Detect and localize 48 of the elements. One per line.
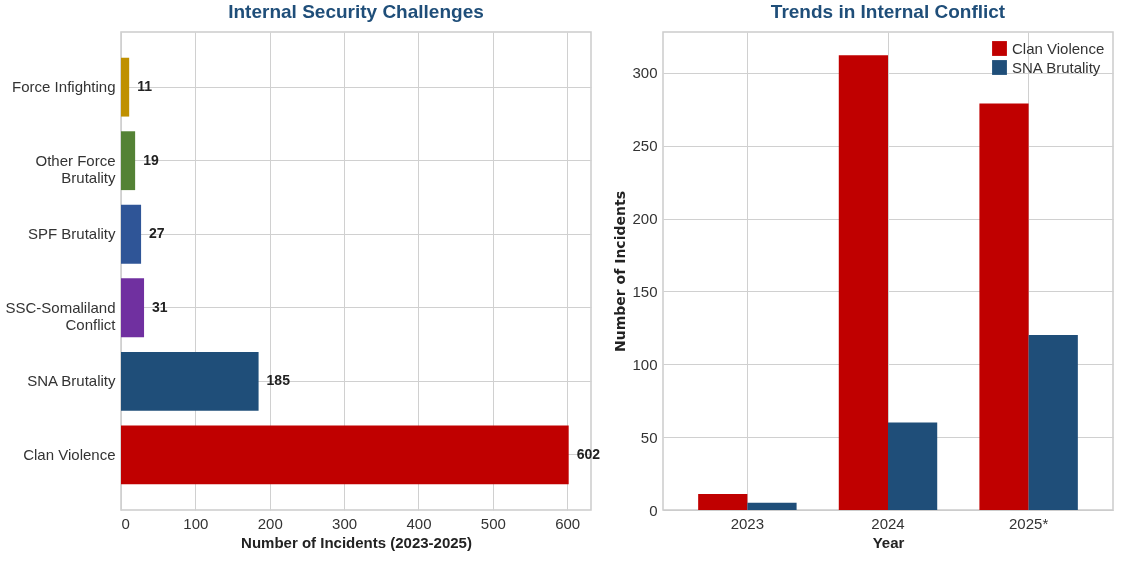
y-tick-label: 50 [640,428,658,446]
y-tick-label: Clan Violence [23,445,116,463]
bar [121,204,142,264]
y-tick-label: SNA Brutality [27,372,116,390]
x-tick-label: 2024 [871,514,905,532]
y-tick-label: 300 [632,64,658,82]
bar [888,422,938,510]
data-label: 19 [143,151,159,168]
chart-title: Trends in Internal Conflict [770,1,1006,22]
x-tick-label: 600 [555,514,581,532]
x-tick-label: 300 [332,514,358,532]
bar [838,55,888,510]
y-tick-label: 150 [632,282,658,300]
x-tick-label: 400 [406,514,432,532]
x-tick-label: 0 [121,514,130,532]
y-axis-title: Number of Incidents [612,191,629,352]
data-label: 11 [137,78,153,95]
bar [121,278,145,338]
bar [698,493,748,510]
y-tick-label: 250 [632,137,658,155]
bar [121,351,259,411]
data-label: 185 [266,372,291,389]
legend-label: Clan Violence [1012,39,1105,57]
x-axis-title: Number of Incidents (2023-2025) [241,533,472,551]
y-tick-label: 100 [632,355,658,373]
data-label: 27 [149,225,165,242]
y-tick-label: SPF Brutality [27,225,116,243]
legend-label: SNA Brutality [1012,58,1101,76]
x-tick-label: 2023 [730,514,765,532]
bar [1028,335,1078,510]
bar [121,57,130,117]
y-tick-label: 200 [632,210,658,228]
bar [979,103,1029,510]
x-axis-title: Year [872,533,905,551]
y-tick-label: Other Force Brutality [35,151,116,186]
bar [121,425,569,485]
bar [121,131,136,191]
y-tick-label: Force Infighting [12,78,116,96]
y-tick-label: 0 [649,501,658,519]
bar [747,502,797,510]
data-label: 31 [152,298,168,315]
x-tick-label: 500 [480,514,506,532]
x-tick-label: 200 [257,514,283,532]
y-tick-label: SSC-Somaliland Conflict [5,298,117,333]
x-tick-label: 2025* [1009,514,1049,532]
chart-title: Internal Security Challenges [228,1,484,22]
data-label: 602 [576,445,601,462]
x-tick-label: 100 [183,514,209,532]
